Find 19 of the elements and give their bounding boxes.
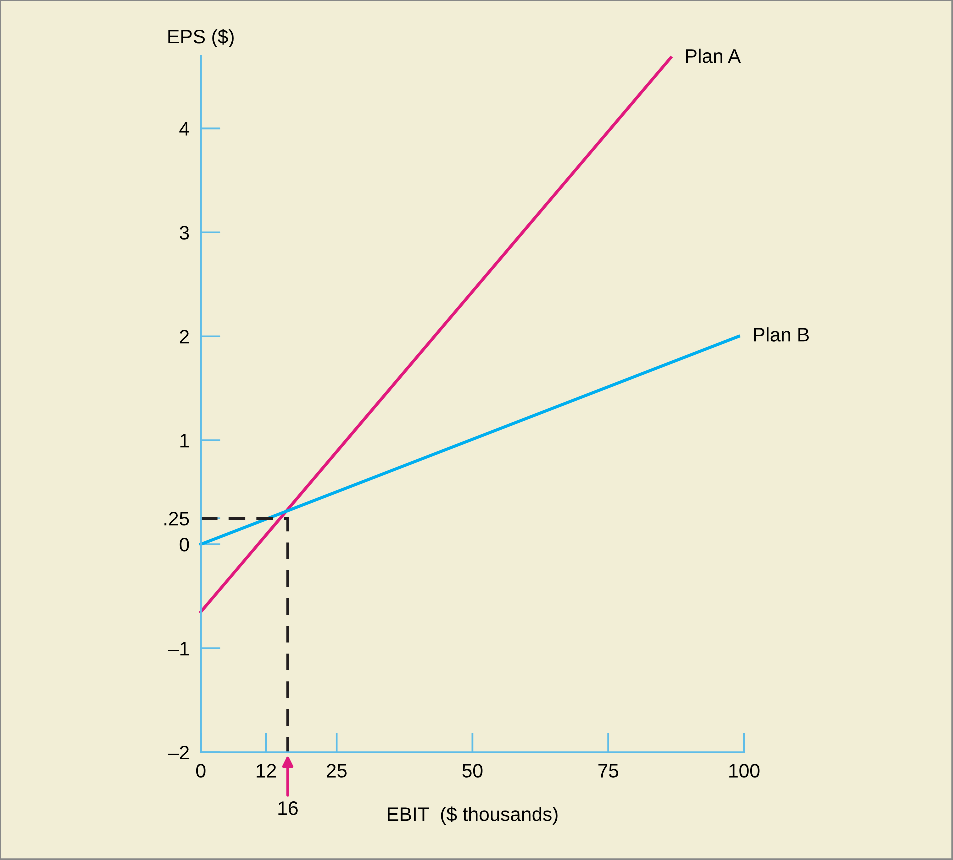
series-label: Plan B: [754, 328, 810, 342]
y-tick-label: 0: [180, 538, 190, 552]
y-tick-label: 2: [180, 330, 189, 344]
x-axis-title: EBIT ($ thousands): [388, 806, 558, 826]
x-tick-label: 75: [598, 764, 618, 778]
annotation: 16: [278, 802, 298, 816]
y-tick-label: 1: [180, 434, 190, 448]
x-tick-label: 25: [327, 764, 347, 778]
y-axis-title: EPS ($): [168, 29, 234, 48]
y-tick-label: .25: [164, 512, 190, 526]
y-tick-label: –1: [168, 642, 190, 656]
y-tick-label: 4: [180, 122, 190, 136]
series-label: Plan A: [686, 48, 742, 64]
y-tick-label: –2: [168, 746, 189, 760]
x-tick-label: 100: [730, 764, 760, 778]
x-tick-label: 0: [196, 764, 206, 778]
x-tick-label: 50: [462, 764, 483, 778]
x-tick-label: 12: [256, 764, 276, 778]
y-tick-label: 3: [180, 226, 190, 240]
